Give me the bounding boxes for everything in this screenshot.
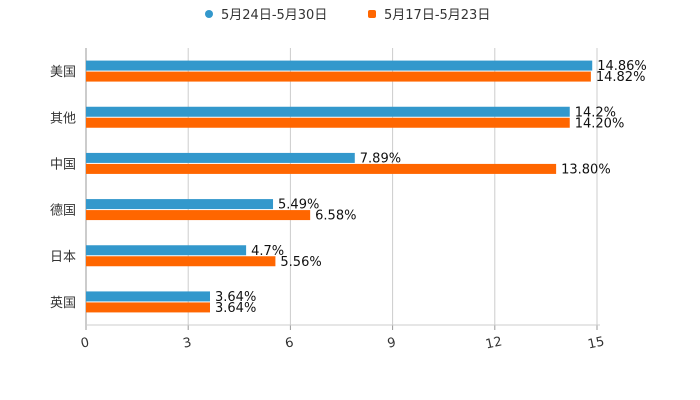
legend-label-series-2: 5月17日-5月23日 (384, 8, 491, 23)
bar-series-2-4[interactable] (86, 256, 276, 267)
bar-series-2-3[interactable] (86, 210, 311, 221)
category-label-4: 日本 (50, 250, 76, 265)
bar-series-2-2[interactable] (86, 163, 557, 174)
legend-marker-series-1 (205, 9, 213, 18)
x-tick-label-9: 9 (386, 335, 397, 351)
bar-series-1-3[interactable] (86, 199, 274, 210)
bar-series-1-0[interactable] (86, 60, 593, 71)
data-label-series-2-3: 6.58% (315, 209, 356, 224)
data-label-series-1-3: 5.49% (278, 198, 319, 213)
data-label-series-2-2: 13.80% (561, 162, 611, 177)
data-label-series-2-5: 3.64% (215, 301, 256, 316)
bar-series-1-1[interactable] (86, 106, 570, 117)
x-tick-label-0: 0 (79, 335, 90, 351)
legend-item-series-2[interactable]: 5月17日-5月23日 (368, 4, 490, 23)
bar-series-2-5[interactable] (86, 302, 211, 313)
category-label-0: 美国 (50, 65, 76, 80)
x-tick-label-15: 15 (586, 334, 605, 352)
category-label-2: 中国 (50, 157, 76, 172)
x-tick-label-6: 6 (284, 335, 295, 351)
legend-item-series-1[interactable]: 5月24日-5月30日 (205, 4, 327, 23)
data-label-series-2-0: 14.82% (596, 70, 646, 85)
category-label-3: 德国 (50, 204, 76, 219)
category-label-5: 英国 (50, 296, 76, 311)
category-label-1: 其他 (50, 111, 76, 126)
data-label-series-1-2: 7.89% (360, 151, 401, 166)
data-label-series-1-1: 14.2% (575, 105, 616, 120)
bar-series-1-4[interactable] (86, 245, 247, 256)
data-label-series-1-5: 3.64% (215, 290, 256, 305)
bar-series-1-5[interactable] (86, 291, 211, 302)
legend-marker-series-2 (368, 9, 376, 18)
data-label-series-1-0: 14.86% (597, 59, 647, 74)
legend: 5月24日-5月30日 5月17日-5月23日 (0, 4, 700, 23)
data-label-series-2-1: 14.20% (575, 116, 625, 131)
data-label-series-2-4: 5.56% (280, 255, 321, 270)
legend-label-series-1: 5月24日-5月30日 (221, 8, 328, 23)
bar-series-2-0[interactable] (86, 71, 591, 82)
data-label-series-1-4: 4.7% (251, 244, 284, 259)
x-tick-label-3: 3 (182, 335, 193, 351)
x-tick-label-12: 12 (484, 334, 503, 352)
bar-series-1-2[interactable] (86, 152, 355, 163)
bar-series-2-1[interactable] (86, 117, 570, 128)
